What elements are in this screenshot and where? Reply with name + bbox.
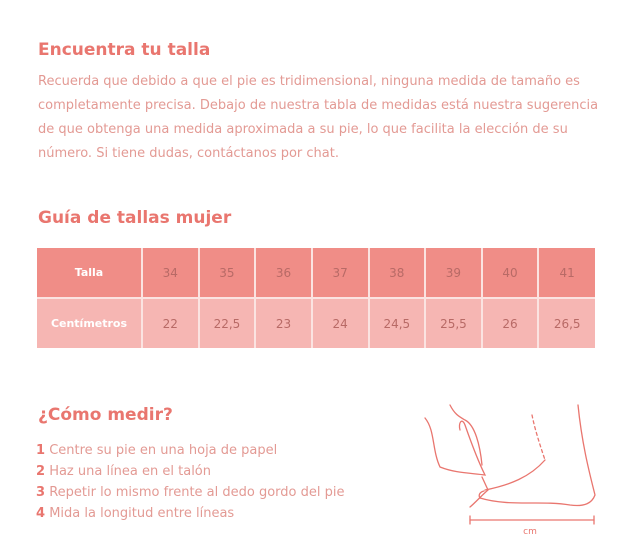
step-number: 4	[36, 506, 46, 521]
size-cell: 39	[424, 248, 482, 299]
cm-cell: 22	[141, 298, 199, 348]
size-cell: 35	[197, 248, 256, 299]
size-cell: 34	[141, 248, 199, 299]
step-text: Centre su pie en una hoja de papel	[49, 443, 278, 458]
cm-cell: 25,5	[424, 298, 482, 348]
cm-cell: 22,5	[197, 298, 256, 348]
size-cell: 40	[480, 248, 539, 299]
size-cell: 41	[537, 248, 595, 299]
table-row-centimetros: Centímetros 22 22,5 23 24 24,5 25,5 26 2…	[37, 298, 595, 348]
step-number: 2	[36, 464, 46, 479]
how-to-title: ¿Cómo medir?	[38, 405, 173, 425]
cm-label: cm	[523, 527, 537, 537]
cm-cell: 23	[254, 298, 312, 348]
step-number: 3	[36, 485, 46, 500]
cm-cell: 26	[480, 298, 539, 348]
size-cell: 37	[310, 248, 369, 299]
steps-list: 1 Centre su pie en una hoja de papel 2 H…	[36, 440, 344, 524]
step-text: Haz una línea en el talón	[49, 464, 212, 479]
cm-cell: 26,5	[537, 298, 595, 348]
size-cell: 36	[254, 248, 312, 299]
step-item: 3 Repetir lo mismo frente al dedo gordo …	[36, 482, 344, 503]
size-table: Talla 34 35 36 37 38 39 40 41 Centímetro…	[37, 248, 595, 348]
cm-cell: 24,5	[367, 298, 426, 348]
row-label: Talla	[37, 248, 142, 299]
step-text: Repetir lo mismo frente al dedo gordo de…	[49, 485, 345, 500]
step-item: 2 Haz una línea en el talón	[36, 461, 344, 482]
size-cell: 38	[367, 248, 426, 299]
cm-cell: 24	[310, 298, 369, 348]
foot-measure-illustration: cm	[424, 404, 596, 537]
size-guide-title: Guía de tallas mujer	[38, 208, 232, 228]
step-item: 4 Mida la longitud entre líneas	[36, 503, 344, 524]
step-number: 1	[36, 443, 46, 458]
intro-title: Encuentra tu talla	[38, 40, 211, 60]
intro-text: Recuerda que debido a que el pie es trid…	[38, 74, 599, 161]
step-item: 1 Centre su pie en una hoja de papel	[36, 440, 344, 461]
step-text: Mida la longitud entre líneas	[49, 506, 235, 521]
table-row-talla: Talla 34 35 36 37 38 39 40 41	[37, 248, 595, 299]
row-label: Centímetros	[37, 298, 142, 348]
